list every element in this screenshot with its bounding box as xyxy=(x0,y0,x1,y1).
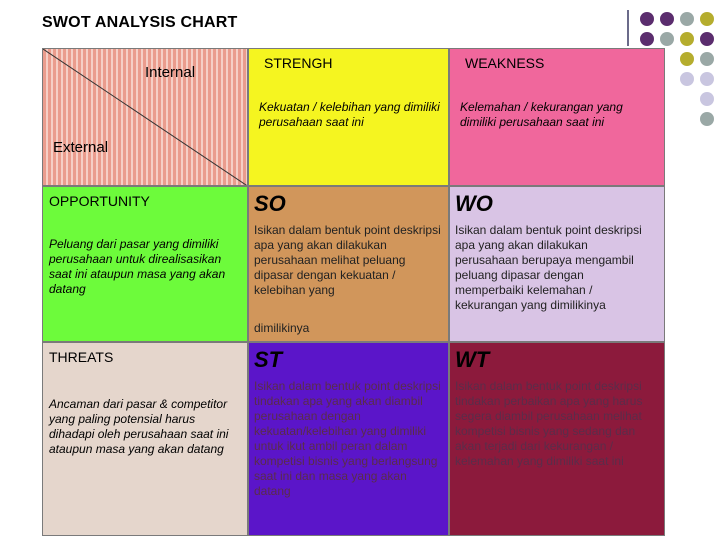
dot xyxy=(680,72,694,86)
opportunity-description: Peluang dari pasar yang dimiliki perusah… xyxy=(49,237,226,296)
dot xyxy=(660,12,674,26)
dot xyxy=(680,52,694,66)
weakness-cell: WEAKNESS Kelemahan / kekurangan yang dim… xyxy=(449,48,665,186)
diagonal-line xyxy=(43,49,247,185)
corner-cell: Internal External xyxy=(42,48,248,186)
decorative-divider xyxy=(627,10,629,46)
wt-cell: WT Isikan dalam bentuk point deskripsi t… xyxy=(449,342,665,536)
weakness-heading: WEAKNESS xyxy=(465,55,545,71)
st-heading: ST xyxy=(254,347,283,372)
dot xyxy=(640,32,654,46)
strength-cell: STRENGH Kekuatan / kelebihan yang dimili… xyxy=(248,48,449,186)
so-cell: SO Isikan dalam bentuk point deskripsi a… xyxy=(248,186,449,342)
st-body: Isikan dalam bentuk point deskripsi tind… xyxy=(254,379,441,498)
opportunity-heading: OPPORTUNITY xyxy=(49,193,150,209)
dot xyxy=(700,92,714,106)
wt-heading: WT xyxy=(455,347,490,372)
so-body-end: dimilikinya xyxy=(254,321,310,335)
decorative-dots xyxy=(640,12,714,126)
so-heading: SO xyxy=(254,191,286,216)
dot xyxy=(680,32,694,46)
strength-heading: STRENGH xyxy=(264,55,333,71)
dot xyxy=(700,72,714,86)
wo-body: Isikan dalam bentuk point deskripsi apa … xyxy=(455,223,642,312)
dot xyxy=(700,12,714,26)
strength-description: Kekuatan / kelebihan yang dimiliki perus… xyxy=(259,100,440,129)
wo-cell: WO Isikan dalam bentuk point deskripsi a… xyxy=(449,186,665,342)
dot xyxy=(680,12,694,26)
threats-heading: THREATS xyxy=(49,349,114,365)
page-title: SWOT ANALYSIS CHART xyxy=(42,14,238,31)
dot xyxy=(660,32,674,46)
dot xyxy=(640,12,654,26)
weakness-description: Kelemahan / kekurangan yang dimiliki per… xyxy=(460,100,623,129)
internal-label: Internal xyxy=(145,64,196,81)
dot xyxy=(700,112,714,126)
so-body: Isikan dalam bentuk point deskripsi apa … xyxy=(254,223,441,297)
dot xyxy=(700,52,714,66)
wo-heading: WO xyxy=(455,191,493,216)
threats-cell: THREATS Ancaman dari pasar & competitor … xyxy=(42,342,248,536)
swot-grid: Internal External STRENGH Kekuatan / kel… xyxy=(42,48,665,536)
st-cell: ST Isikan dalam bentuk point deskripsi t… xyxy=(248,342,449,536)
external-label: External xyxy=(53,139,109,156)
wt-body: Isikan dalam bentuk point deskripsi tind… xyxy=(455,379,643,468)
opportunity-cell: OPPORTUNITY Peluang dari pasar yang dimi… xyxy=(42,186,248,342)
dot xyxy=(700,32,714,46)
threats-description: Ancaman dari pasar & competitor yang pal… xyxy=(49,397,229,456)
